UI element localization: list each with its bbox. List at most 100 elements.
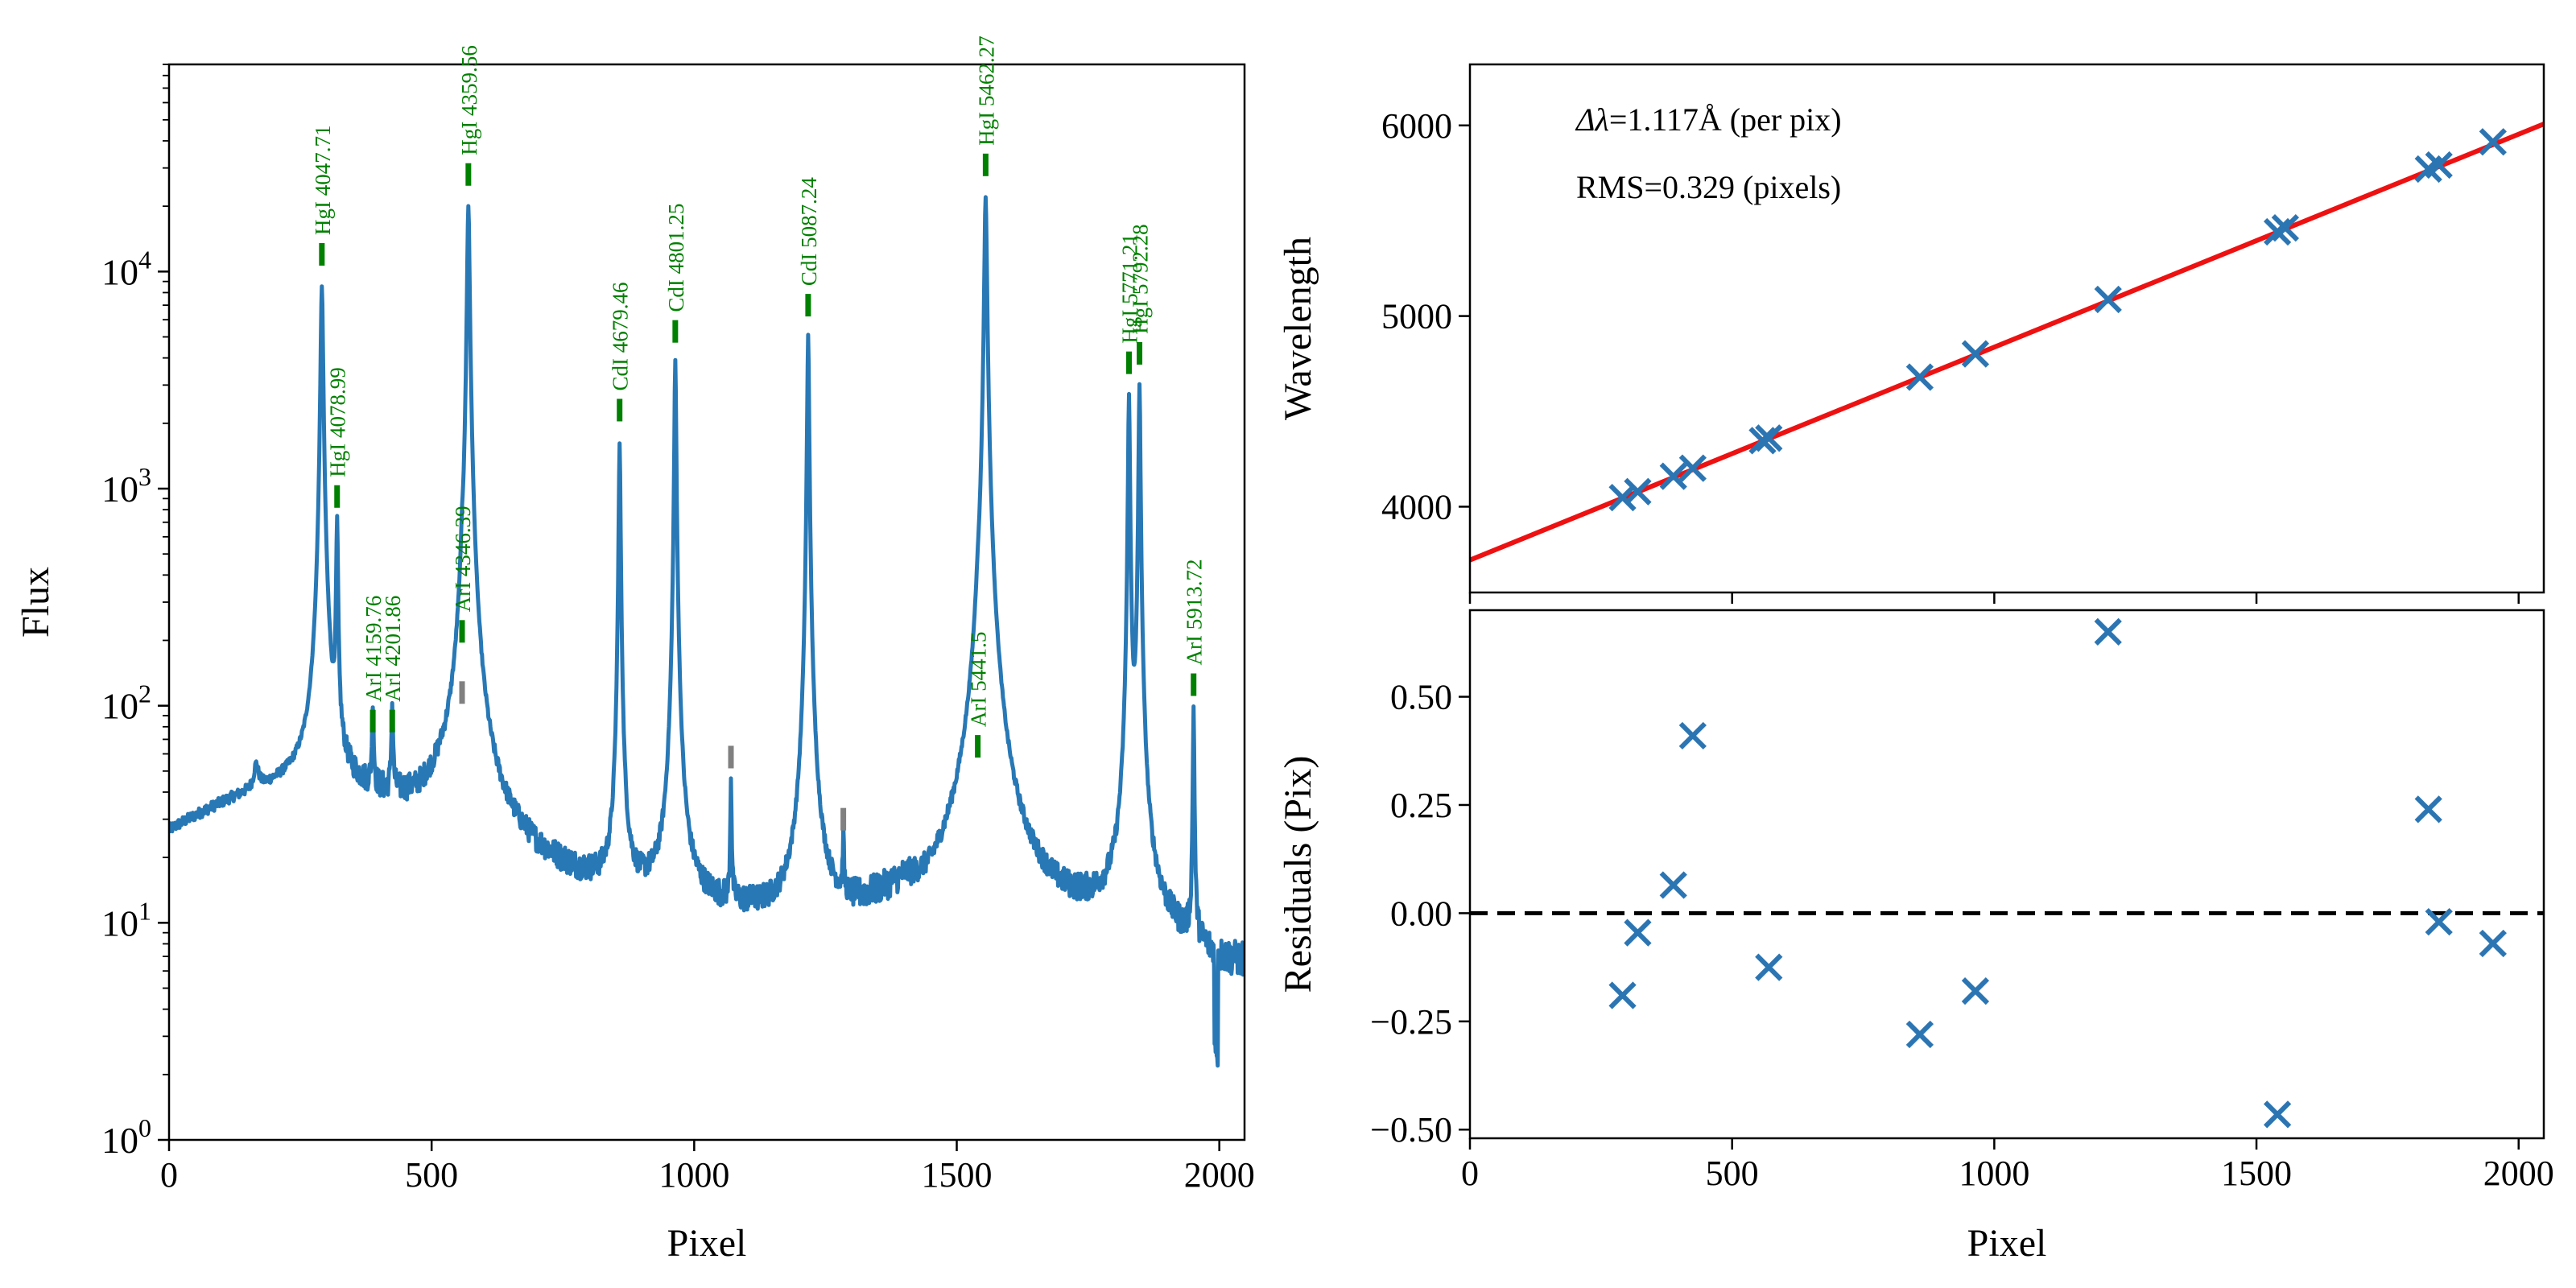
residuals-x-ticks: 0 500 1000 1500 2000 xyxy=(1461,1138,2554,1193)
wavelength-point xyxy=(2425,151,2453,180)
residual-point-stroke-b xyxy=(2094,617,2122,646)
residual-point xyxy=(1961,977,1990,1005)
wavelength-point xyxy=(1905,363,1934,391)
residual-point-stroke-b xyxy=(1905,1020,1934,1049)
wavelength-fit-line xyxy=(1470,122,2544,563)
residual-point-stroke-b xyxy=(1624,919,1652,947)
spectrum-x-tick-label: 1000 xyxy=(658,1155,729,1195)
line-id-label: ArI 4201.86 xyxy=(381,596,405,702)
line-id-label: HgI 4078.99 xyxy=(326,367,350,477)
residuals-axes-frame xyxy=(1468,609,2545,1140)
residual-point xyxy=(1905,1020,1934,1049)
residual-point xyxy=(2094,617,2122,646)
spectrum-marks xyxy=(169,153,1245,1068)
wavelength-point-stroke-b xyxy=(1624,477,1652,506)
dispersion-value: =1.117Å (per pix) xyxy=(1609,101,1842,138)
wavelength-point xyxy=(1755,424,1783,452)
residuals-x-tick-label: 1500 xyxy=(2221,1154,2292,1193)
line-id-label: ArI 5441.5 xyxy=(967,632,991,727)
line-id-label: ArI 5913.72 xyxy=(1183,559,1207,666)
wavelength-fit-panel: 4000 5000 6000 Δλ=1.117Å (per pix) RMS=0.3… xyxy=(1277,63,2545,604)
spectrum-y-axis-label: Flux xyxy=(14,567,57,638)
line-id-label: HgI 4047.71 xyxy=(311,125,335,235)
wavelength-point-stroke-b xyxy=(1678,454,1707,482)
wavelength-y-tick-label: 6000 xyxy=(1381,106,1452,146)
line-id-label: CdI 5087.24 xyxy=(797,177,821,287)
residuals-x-tick-label: 0 xyxy=(1461,1154,1479,1193)
residuals-y-tick-label: −0.25 xyxy=(1370,1002,1452,1042)
residuals-x-axis-label: Pixel xyxy=(1967,1222,2047,1265)
line-id-label: CdI 4801.25 xyxy=(664,204,688,312)
residuals-y-tick-label: −0.50 xyxy=(1370,1110,1452,1150)
residual-point xyxy=(1755,953,1783,981)
wavelength-point-stroke-b xyxy=(1748,427,1777,455)
spectrum-x-tick-label: 2000 xyxy=(1184,1155,1255,1195)
wavelength-point xyxy=(1659,462,1687,490)
wavelength-point-stroke-b xyxy=(2094,285,2122,314)
wavelength-point-stroke-b xyxy=(1659,462,1687,490)
residual-point xyxy=(1678,721,1707,750)
wavelength-fit-y-ticks: 4000 5000 6000 xyxy=(1381,106,1470,526)
line-id-label: HgI 5771.21 xyxy=(1117,233,1141,344)
residual-point-stroke-b xyxy=(2479,929,2507,958)
wavelength-point-stroke-b xyxy=(1755,424,1783,452)
residuals-y-tick-label: 0.50 xyxy=(1390,678,1452,717)
wavelength-point xyxy=(1748,427,1777,455)
residuals-x-tick-label: 1000 xyxy=(1959,1154,2029,1193)
residual-point-stroke-b xyxy=(1961,977,1990,1005)
spectrum-y-tick-label: 104 xyxy=(101,245,151,292)
residual-point xyxy=(2479,929,2507,958)
wavelength-point-stroke-b xyxy=(1608,484,1637,512)
residuals-y-tick-label: 0.25 xyxy=(1390,786,1452,825)
wavelength-point-stroke-b xyxy=(2479,128,2507,156)
residual-point-stroke-b xyxy=(1659,871,1687,899)
spectrum-x-ticks: 0 500 1000 1500 2000 xyxy=(160,1140,1255,1195)
residuals-panel: 0 500 1000 1500 2000 0.500.250.00−0.25−0.50 … xyxy=(1277,609,2554,1265)
residuals-y-ticks: 0.50 0.25 0.00 −0.25 −0.50 xyxy=(1370,678,1470,1150)
wavelength-fit-marks xyxy=(1470,122,2544,563)
spectrum-y-tick-label: 101 xyxy=(101,896,151,943)
line-id-label: HgI 5792.28 xyxy=(1129,224,1153,334)
line-id-label: ArI 4159.76 xyxy=(361,596,386,702)
spectrum-y-ticks: 100 101 102 103 104 xyxy=(101,64,169,1161)
residuals-x-tick-label: 500 xyxy=(1706,1154,1759,1193)
spectrum-y-tick-label: 103 xyxy=(101,462,151,510)
spectrum-x-tick-label: 500 xyxy=(405,1155,458,1195)
residual-point xyxy=(2414,795,2442,824)
spectrum-x-tick-label: 1500 xyxy=(922,1155,993,1195)
wavelength-point xyxy=(2479,128,2507,156)
residuals-y-axis-label: Residuals (Pix) xyxy=(1277,756,1319,993)
residual-point-stroke-b xyxy=(2263,1100,2292,1129)
residual-point-stroke-b xyxy=(2425,908,2453,936)
rms-annotation: RMS=0.329 (pixels) xyxy=(1576,169,1841,205)
residual-point xyxy=(2425,908,2453,936)
residual-point-stroke-b xyxy=(1608,981,1637,1009)
spectrum-line xyxy=(169,195,1245,1068)
wavelength-point xyxy=(2094,285,2122,314)
residual-point xyxy=(1608,981,1637,1009)
wavelength-point xyxy=(1961,340,1990,368)
spectrum-panel: 0 500 1000 1500 2000 100 101 102 103 104 Pixel F… xyxy=(14,35,1255,1265)
wavelength-point-stroke-b xyxy=(1961,340,1990,368)
wavelength-y-tick-label: 5000 xyxy=(1381,297,1452,336)
spectrum-y-tick-label: 102 xyxy=(101,679,151,727)
wavelength-point-stroke-b xyxy=(2263,217,2292,246)
wavelength-point-stroke-b xyxy=(1905,363,1934,391)
wavelength-y-tick-label: 4000 xyxy=(1381,487,1452,526)
residual-point xyxy=(1659,871,1687,899)
residual-point-stroke-b xyxy=(2414,795,2442,824)
dispersion-annotation: Δλ=1.117Å (per pix) xyxy=(1575,101,1842,138)
wavelength-point xyxy=(1608,484,1637,512)
residuals-x-tick-label: 2000 xyxy=(2483,1154,2554,1193)
line-id-label: HgI 5462.27 xyxy=(974,35,998,146)
wavelength-point xyxy=(1624,477,1652,506)
wavelength-point xyxy=(2263,217,2292,246)
wavelength-point-stroke-b xyxy=(2425,151,2453,180)
spectrum-y-tick-label: 100 xyxy=(101,1113,151,1161)
line-id-label: HgI 4359.56 xyxy=(457,45,481,155)
wavelength-point xyxy=(1678,454,1707,482)
spectrum-x-tick-label: 0 xyxy=(160,1155,178,1195)
wavelength-y-axis-label: Wavelength xyxy=(1277,237,1319,420)
